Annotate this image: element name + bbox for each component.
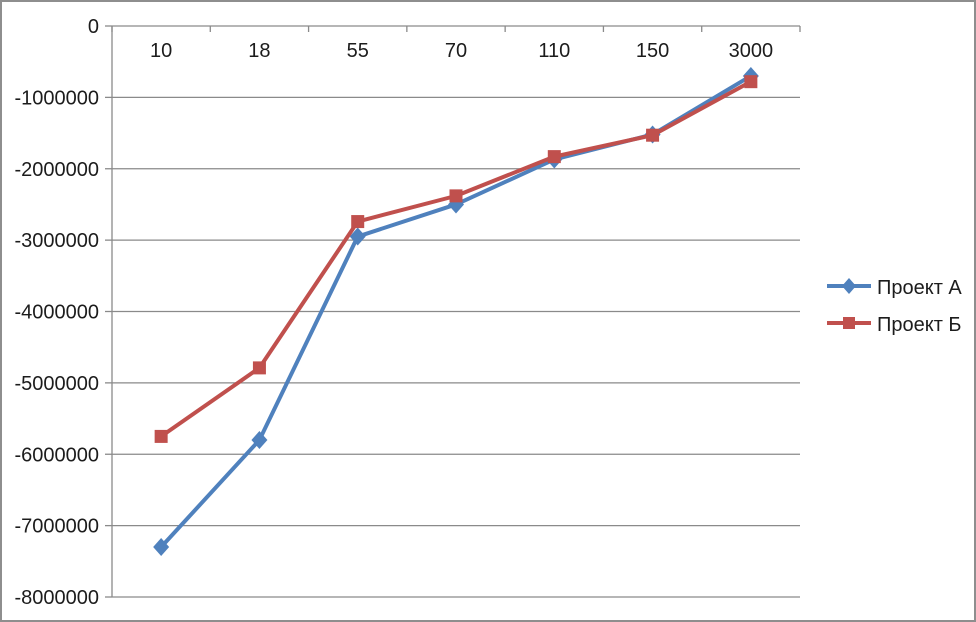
series-marker [351,215,365,229]
series-marker [449,189,463,203]
legend-label-project-a: Проект А [877,277,962,299]
legend-item-project-a: Проект А [826,274,962,302]
x-axis-label: 18 [248,40,270,62]
x-axis-label: 70 [445,40,467,62]
series-marker [646,128,660,142]
x-axis-label: 10 [150,40,172,62]
y-axis-label: -2000000 [14,159,99,181]
legend-key-marker [842,277,856,294]
series-marker [744,75,758,89]
y-axis-label: -4000000 [14,302,99,324]
series-marker [842,277,856,294]
y-axis-label: -5000000 [14,373,99,395]
series-b-line-square-icon [826,312,872,339]
series-marker [547,150,561,164]
series-b [154,75,758,443]
x-axis-label: 150 [636,40,669,62]
legend-label-project-b: Проект Б [877,314,962,336]
y-axis-label: -3000000 [14,230,99,252]
x-axis-label: 55 [347,40,369,62]
y-axis-label: -8000000 [14,587,99,609]
x-axis-label: 110 [538,40,570,62]
y-axis-label: -1000000 [14,87,99,109]
series-marker [153,538,170,557]
series-a-line-diamond-icon [826,275,872,302]
series-marker [843,316,855,329]
series-marker [349,227,366,246]
series-marker [251,430,268,449]
legend-key-marker [843,316,855,329]
series-marker [154,429,168,443]
y-axis-label: -7000000 [14,516,99,538]
y-axis-label: 0 [88,16,99,38]
legend-item-project-b: Проект Б [826,311,962,339]
chart-legend: Проект А Проект Б [826,274,962,339]
y-axis-label: -6000000 [14,444,99,466]
series-marker [252,361,266,375]
x-axis-label: 3000 [729,40,774,62]
